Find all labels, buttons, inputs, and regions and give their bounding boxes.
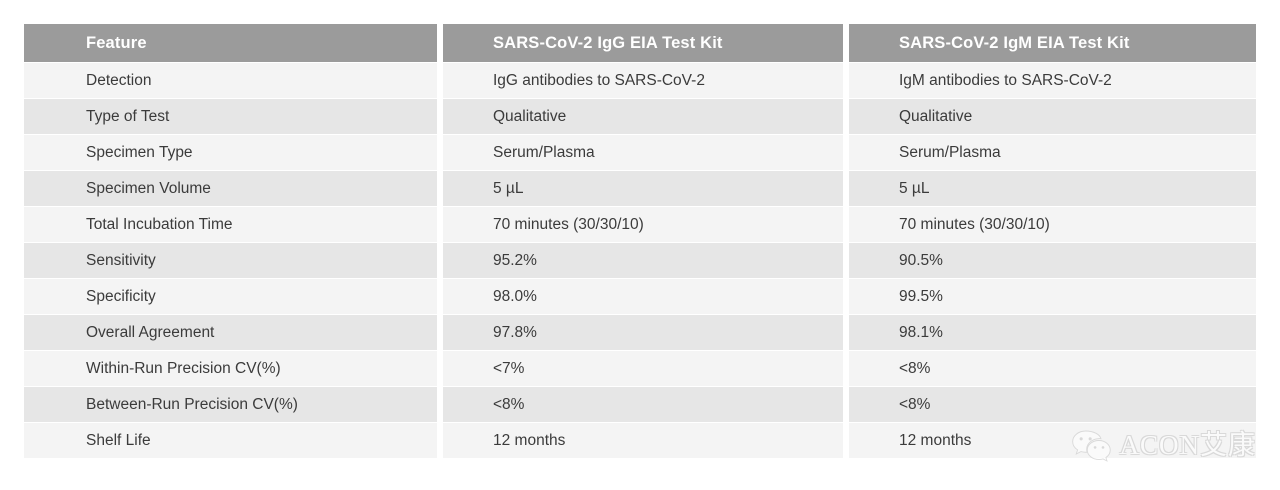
table-row: Overall Agreement 97.8% 98.1% [24,314,1256,350]
table-row: Sensitivity 95.2% 90.5% [24,242,1256,278]
table-row: Total Incubation Time 70 minutes (30/30/1… [24,206,1256,242]
column-divider [843,170,849,206]
cell-feature: Specimen Volume [24,170,437,206]
table-row: Specimen Volume 5 µL 5 µL [24,170,1256,206]
cell-igm-value: 98.1% [849,314,1256,350]
column-divider [843,24,849,62]
product-comparison-table: Feature SARS-CoV-2 IgG EIA Test Kit SARS… [24,24,1256,458]
column-divider [843,206,849,242]
cell-feature: Total Incubation Time [24,206,437,242]
table-row: Between-Run Precision CV(%) <8% <8% [24,386,1256,422]
cell-igg-value: 5 µL [443,170,843,206]
table-row: Shelf Life 12 months 12 months [24,422,1256,458]
cell-igg-value: 12 months [443,422,843,458]
cell-igm-value: 12 months [849,422,1256,458]
cell-igg-value: <8% [443,386,843,422]
cell-igm-value: IgM antibodies to SARS-CoV-2 [849,62,1256,98]
column-divider [843,134,849,170]
cell-feature: Within-Run Precision CV(%) [24,350,437,386]
table-row: Specificity 98.0% 99.5% [24,278,1256,314]
table-body: Detection IgG antibodies to SARS-CoV-2 IgM… [24,62,1256,458]
table-row: Type of Test Qualitative Qualitative [24,98,1256,134]
column-divider [437,62,443,98]
column-divider [843,242,849,278]
column-divider [843,422,849,458]
table-row: Detection IgG antibodies to SARS-CoV-2 IgM… [24,62,1256,98]
cell-feature: Sensitivity [24,242,437,278]
column-divider [437,278,443,314]
cell-feature: Detection [24,62,437,98]
cell-igm-value: Qualitative [849,98,1256,134]
cell-igm-value: Serum/Plasma [849,134,1256,170]
cell-igg-value: 70 minutes (30/30/10) [443,206,843,242]
column-divider [437,98,443,134]
cell-igg-value: Serum/Plasma [443,134,843,170]
cell-feature: Specimen Type [24,134,437,170]
column-divider [437,24,443,62]
cell-feature: Type of Test [24,98,437,134]
table-header-row: Feature SARS-CoV-2 IgG EIA Test Kit SARS… [24,24,1256,62]
column-divider [437,170,443,206]
cell-feature: Between-Run Precision CV(%) [24,386,437,422]
column-header-igm-kit: SARS-CoV-2 IgM EIA Test Kit [849,24,1256,62]
cell-igg-value: <7% [443,350,843,386]
column-divider [437,134,443,170]
column-divider [437,350,443,386]
cell-feature: Shelf Life [24,422,437,458]
cell-igm-value: 70 minutes (30/30/10) [849,206,1256,242]
cell-igg-value: 95.2% [443,242,843,278]
column-divider [843,350,849,386]
cell-igm-value: <8% [849,386,1256,422]
cell-igm-value: 99.5% [849,278,1256,314]
cell-igm-value: 90.5% [849,242,1256,278]
cell-igg-value: 98.0% [443,278,843,314]
cell-feature: Specificity [24,278,437,314]
cell-igg-value: IgG antibodies to SARS-CoV-2 [443,62,843,98]
column-divider [437,422,443,458]
column-header-feature: Feature [24,24,437,62]
column-divider [437,314,443,350]
column-divider [437,386,443,422]
cell-igm-value: <8% [849,350,1256,386]
column-divider [843,278,849,314]
column-divider [843,386,849,422]
column-divider [843,98,849,134]
cell-feature: Overall Agreement [24,314,437,350]
column-divider [843,314,849,350]
column-divider [843,62,849,98]
column-header-igg-kit: SARS-CoV-2 IgG EIA Test Kit [443,24,843,62]
table-header: Feature SARS-CoV-2 IgG EIA Test Kit SARS… [24,24,1256,62]
column-divider [437,206,443,242]
table-row: Within-Run Precision CV(%) <7% <8% [24,350,1256,386]
cell-igm-value: 5 µL [849,170,1256,206]
cell-igg-value: 97.8% [443,314,843,350]
table-row: Specimen Type Serum/Plasma Serum/Plasma [24,134,1256,170]
cell-igg-value: Qualitative [443,98,843,134]
column-divider [437,242,443,278]
